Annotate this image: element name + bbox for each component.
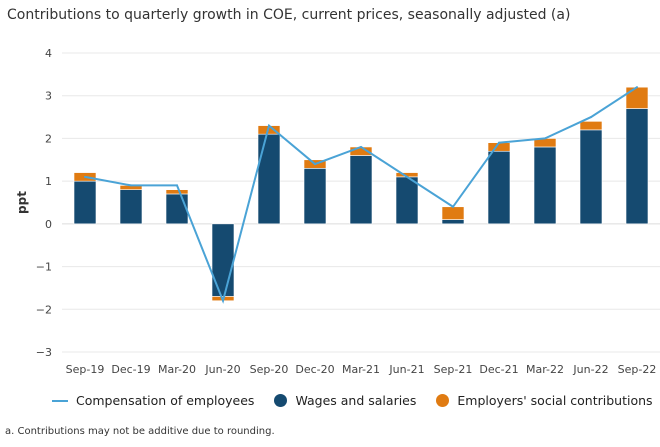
x-tick-label: Sep-22	[618, 363, 657, 376]
line-point-Jun-21	[406, 175, 408, 178]
footnote: a. Contributions may not be additive due…	[5, 426, 275, 437]
x-tick-label: Dec-20	[295, 363, 334, 376]
x-tick-label: Jun-21	[388, 363, 424, 376]
x-tick-label: Jun-20	[204, 363, 240, 376]
bar-employers-Mar-20	[165, 189, 189, 195]
bar-wages-Sep-20	[257, 133, 281, 225]
chart-title: Contributions to quarterly growth in COE…	[7, 7, 571, 23]
legend-label: Employers' social contributions	[457, 393, 653, 408]
y-tick-label: 0	[45, 218, 52, 231]
line-point-Mar-21	[360, 145, 362, 148]
chart-plot: 4 3 2 1 0 −1 −2 −3 ppt Sep-19 Dec-19 Mar-20 Jun-20 Se…	[15, 47, 660, 376]
bar-wages-Dec-21	[487, 150, 511, 225]
x-tick-label: Mar-20	[158, 363, 196, 376]
bar-wages-Jun-21	[395, 176, 419, 225]
line-point-Dec-21	[498, 141, 500, 144]
line-point-Sep-20	[268, 124, 270, 127]
legend-line-swatch	[52, 399, 68, 402]
legend-item-employers: Employers' social contributions	[436, 393, 653, 408]
line-point-Jun-20	[222, 299, 224, 302]
legend-item-wages: Wages and salaries	[274, 393, 416, 408]
y-tick-label: 2	[45, 132, 52, 145]
bar-wages-Dec-20	[303, 168, 327, 225]
legend-dot-swatch	[274, 394, 288, 407]
bar-wages-Sep-22	[625, 108, 649, 225]
x-tick-label: Sep-20	[250, 363, 289, 376]
y-tick-label: −2	[36, 303, 52, 316]
bar-wages-Dec-19	[119, 189, 143, 225]
legend-item-compensation: Compensation of employees	[52, 393, 254, 408]
x-tick-label: Dec-19	[111, 363, 150, 376]
y-tick-label: 4	[45, 47, 52, 60]
line-point-Jun-22	[590, 116, 592, 119]
line-point-Mar-22	[544, 137, 546, 140]
y-axis-label: ppt	[15, 191, 29, 214]
legend: Compensation of employees Wages and sala…	[52, 393, 660, 408]
x-tick-label: Sep-21	[434, 363, 473, 376]
legend-label: Compensation of employees	[76, 393, 255, 408]
bar-wages-Mar-22	[533, 146, 557, 225]
bar-employers-Sep-22	[625, 86, 649, 109]
bar-wages-Mar-20	[165, 193, 189, 225]
x-tick-label: Sep-19	[66, 363, 105, 376]
x-tick-label: Mar-21	[342, 363, 380, 376]
line-point-Sep-21	[452, 205, 454, 208]
bar-wages-Sep-19	[73, 180, 97, 225]
x-tick-label: Jun-22	[572, 363, 608, 376]
y-tick-label: 1	[45, 175, 52, 188]
bar-wages-Jun-22	[579, 129, 603, 225]
bar-employers-Jun-22	[579, 121, 603, 131]
line-point-Dec-20	[314, 163, 316, 166]
legend-dot-swatch	[436, 394, 450, 407]
bar-wages-Mar-21	[349, 155, 373, 225]
y-tick-label: 3	[45, 90, 52, 103]
line-point-Mar-20	[176, 184, 178, 187]
x-tick-label: Mar-22	[526, 363, 564, 376]
y-tick-label: −3	[36, 346, 52, 359]
bar-wages-Jun-20	[211, 223, 235, 297]
line-point-Dec-19	[130, 184, 132, 187]
line-point-Sep-22	[636, 86, 638, 89]
bar-employers-Sep-21	[441, 206, 465, 220]
line-point-Sep-19	[84, 175, 86, 178]
y-tick-label: −1	[36, 261, 52, 274]
bar-wages-Sep-21	[441, 219, 465, 225]
x-tick-label: Dec-21	[479, 363, 518, 376]
legend-label: Wages and salaries	[295, 393, 417, 408]
